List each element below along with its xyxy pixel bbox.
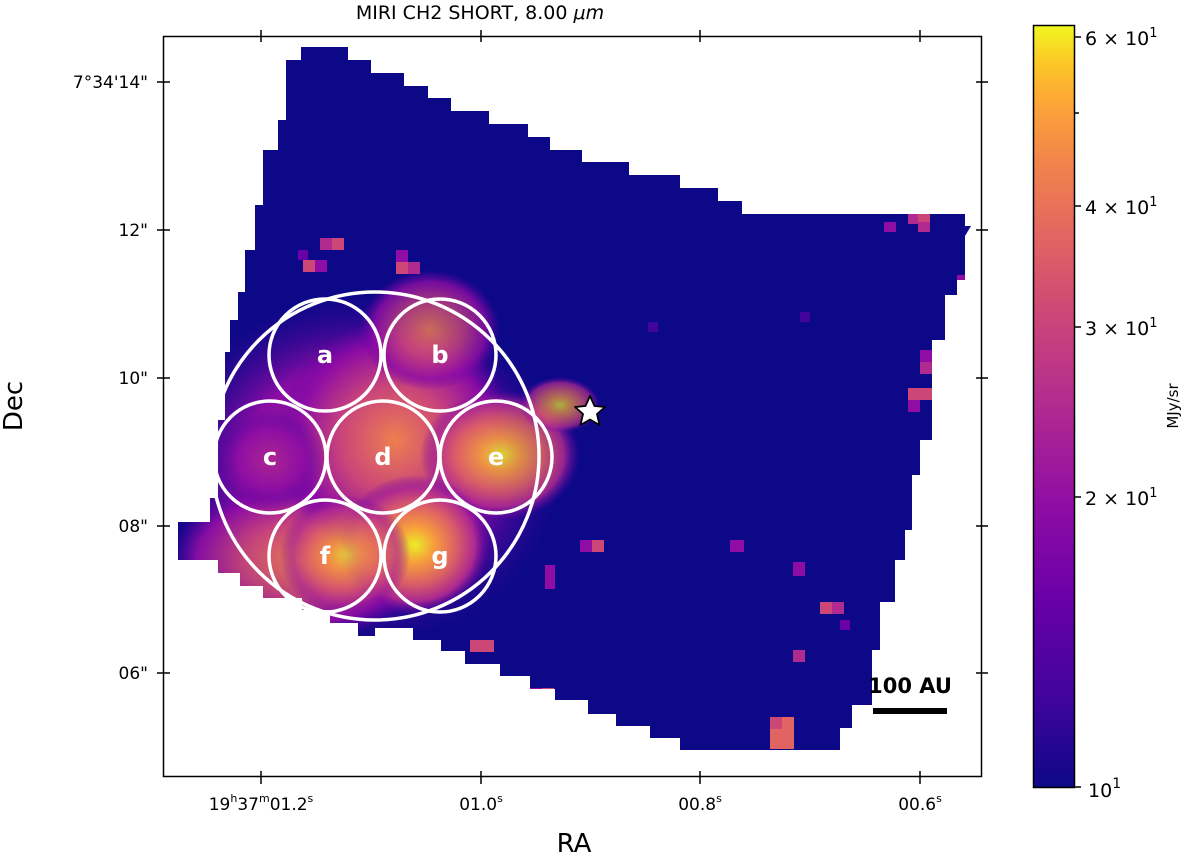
colorbar-gradient	[1032, 24, 1076, 789]
colorbar-tick-label: 101	[1088, 776, 1121, 802]
y-tick-label: 08"	[119, 517, 148, 537]
aperture-b	[382, 297, 498, 413]
aperture-label-f: f	[320, 542, 331, 570]
x-axis-label: RA	[557, 829, 592, 857]
outer-aperture	[209, 290, 541, 622]
colorbar-unit-label: MJy/sr	[1164, 383, 1182, 429]
aperture-g	[382, 498, 498, 614]
scalebar-line	[873, 708, 947, 714]
y-tick-label: 10"	[119, 369, 148, 389]
x-tick-label: 01.0s	[459, 792, 503, 815]
aperture-label-c: c	[263, 443, 277, 471]
aperture-labels: a b c d e f g	[263, 341, 504, 570]
star-icon	[574, 395, 606, 426]
x-tick-label: 19h37m01.2s	[209, 792, 314, 815]
scalebar: 100 AU	[868, 674, 952, 714]
aperture-group	[209, 290, 554, 622]
x-tick-labels: 19h37m01.2s 01.0s 00.8s 00.6s	[209, 792, 942, 815]
colorbar-tick-label: 2 × 101	[1085, 486, 1158, 510]
aperture-label-g: g	[431, 542, 448, 570]
colorbar-tick-label: 6 × 101	[1085, 26, 1158, 50]
plot-frame	[162, 35, 983, 778]
aperture-f	[267, 498, 383, 614]
x-tick-label: 00.6s	[898, 792, 942, 815]
aperture-a	[267, 297, 383, 413]
y-tick-labels: 7°34'14" 12" 10" 08" 06"	[73, 73, 148, 684]
y-tick-label: 12"	[119, 221, 148, 241]
chart-title: MIRI CH2 SHORT, 8.00 μm	[356, 2, 604, 24]
x-tick-label: 00.8s	[678, 792, 722, 815]
colorbar-tick-label: 4 × 101	[1085, 195, 1158, 219]
aperture-label-d: d	[374, 443, 391, 471]
aperture-label-a: a	[317, 341, 333, 369]
y-tick-label: 7°34'14"	[73, 73, 148, 93]
aperture-label-b: b	[431, 341, 448, 369]
aperture-label-e: e	[488, 443, 504, 471]
axis-ticks	[157, 30, 988, 784]
y-axis-label: Dec	[0, 381, 29, 431]
aperture-e	[438, 399, 554, 515]
colorbar-tick-label: 3 × 101	[1085, 316, 1158, 340]
y-tick-label: 06"	[119, 664, 148, 684]
scalebar-label: 100 AU	[868, 674, 952, 698]
colorbar: 6 × 101 4 × 101 3 × 101 2 × 101 101 MJy/…	[1032, 24, 1182, 802]
